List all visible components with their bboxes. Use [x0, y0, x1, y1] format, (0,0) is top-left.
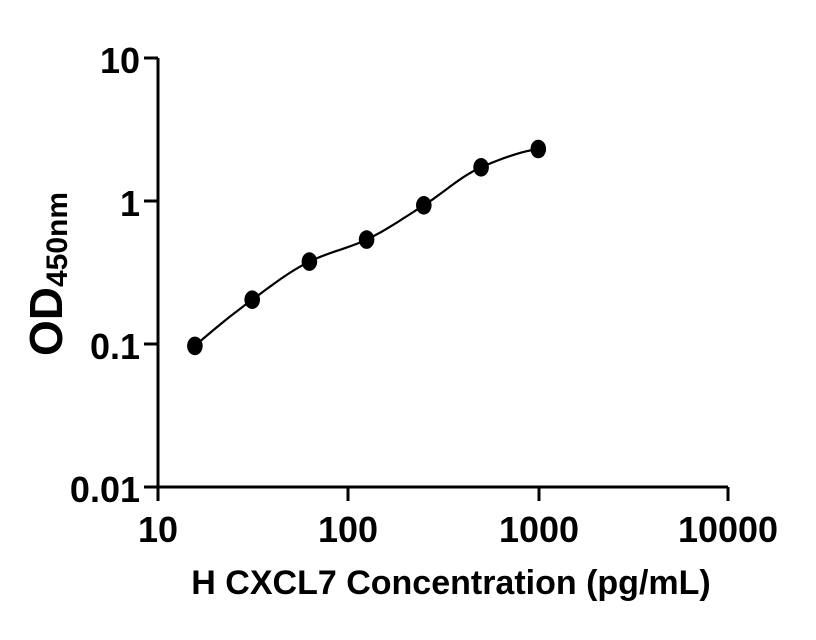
svg-text:0.1: 0.1 [90, 326, 140, 367]
svg-text:10000: 10000 [678, 509, 778, 550]
svg-text:1: 1 [120, 183, 140, 224]
svg-text:100: 100 [318, 509, 378, 550]
svg-text:10: 10 [138, 509, 178, 550]
svg-text:H CXCL7 Concentration (pg/mL): H CXCL7 Concentration (pg/mL) [191, 564, 710, 602]
svg-text:10: 10 [100, 40, 140, 81]
svg-text:1000: 1000 [499, 509, 579, 550]
svg-text:0.01: 0.01 [70, 469, 140, 510]
